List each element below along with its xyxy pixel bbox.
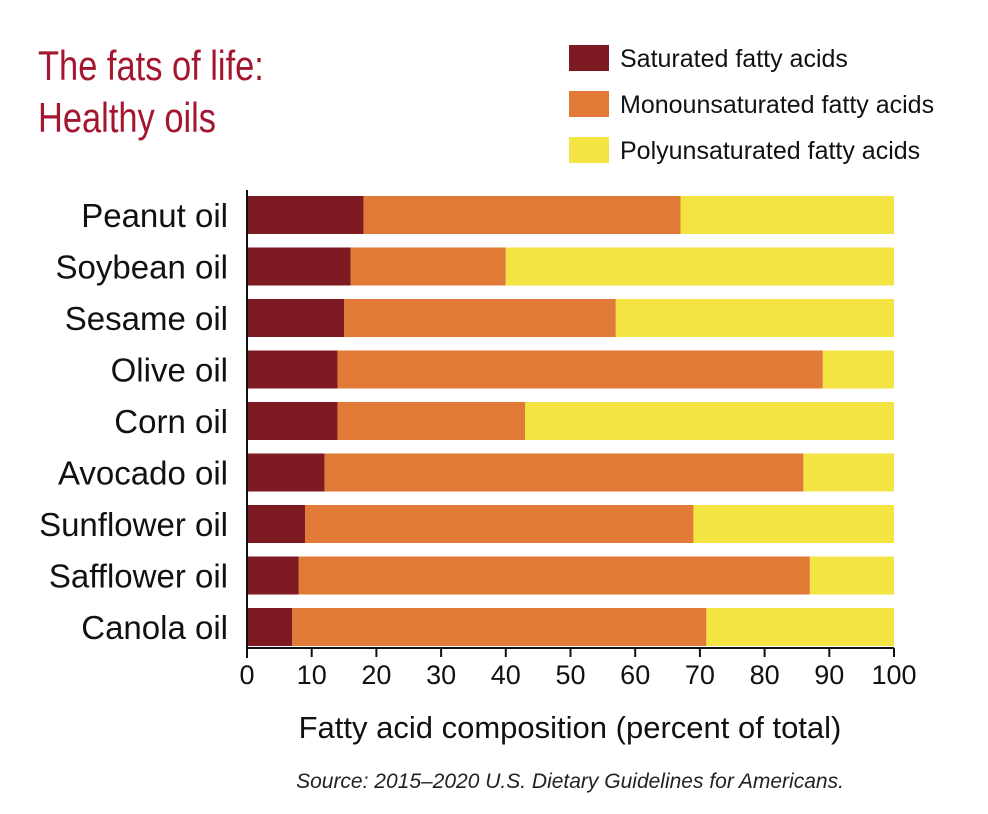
bar-canola-oil-polyunsaturated-fatty-acids xyxy=(706,608,894,646)
legend-label: Saturated fatty acids xyxy=(620,45,848,73)
category-label: Safflower oil xyxy=(49,558,228,595)
legend-label: Polyunsaturated fatty acids xyxy=(620,137,920,165)
x-tick-label: 50 xyxy=(555,660,585,690)
x-tick-label: 100 xyxy=(871,660,916,690)
bar-sunflower-oil-saturated-fatty-acids xyxy=(247,505,306,543)
category-label: Corn oil xyxy=(114,403,228,440)
x-axis: 0 10 20 30 40 50 60 70 80 90 100 xyxy=(239,190,917,690)
bar-sunflower-oil-polyunsaturated-fatty-acids xyxy=(693,505,894,543)
category-label: Soybean oil xyxy=(56,249,228,286)
category-labels: Peanut oil Soybean oil Sesame oil Olive oil… xyxy=(39,197,228,646)
source-note: Source: 2015–2020 U.S. Dietary Guideline… xyxy=(296,770,844,793)
bar-peanut-oil-monounsaturated-fatty-acids xyxy=(363,196,681,234)
bar-avocado-oil-saturated-fatty-acids xyxy=(247,453,325,492)
bar-peanut-oil-polyunsaturated-fatty-acids xyxy=(680,196,894,234)
chart-title: The fats of life: Healthy oils xyxy=(38,40,264,144)
legend-swatch-saturated-fatty-acids xyxy=(569,45,609,71)
bar-safflower-oil-monounsaturated-fatty-acids xyxy=(298,556,810,595)
x-tick-label: 80 xyxy=(750,660,780,690)
x-tick-label: 0 xyxy=(239,660,254,690)
bar-canola-oil-saturated-fatty-acids xyxy=(247,608,293,646)
bar-sesame-oil-polyunsaturated-fatty-acids xyxy=(615,299,894,337)
category-label: Canola oil xyxy=(81,609,228,646)
bar-corn-oil-polyunsaturated-fatty-acids xyxy=(525,402,894,440)
x-tick-label: 20 xyxy=(361,660,391,690)
category-label: Olive oil xyxy=(111,352,228,389)
bar-canola-oil-monounsaturated-fatty-acids xyxy=(292,608,707,646)
bar-safflower-oil-polyunsaturated-fatty-acids xyxy=(809,556,894,595)
x-tick-label: 10 xyxy=(297,660,327,690)
bar-olive-oil-saturated-fatty-acids xyxy=(247,350,338,389)
chart-title-line-1: The fats of life: xyxy=(38,42,264,89)
legend-swatch-polyunsaturated-fatty-acids xyxy=(569,137,609,163)
category-label: Sesame oil xyxy=(65,300,228,337)
bar-corn-oil-monounsaturated-fatty-acids xyxy=(337,402,526,440)
chart-title-line-2: Healthy oils xyxy=(38,94,217,141)
bar-soybean-oil-saturated-fatty-acids xyxy=(247,247,351,286)
bar-avocado-oil-monounsaturated-fatty-acids xyxy=(324,453,804,492)
bar-corn-oil-saturated-fatty-acids xyxy=(247,402,338,440)
bar-sesame-oil-monounsaturated-fatty-acids xyxy=(344,299,616,337)
x-tick-label: 30 xyxy=(426,660,456,690)
bar-sesame-oil-saturated-fatty-acids xyxy=(247,299,345,337)
legend-swatch-monounsaturated-fatty-acids xyxy=(569,91,609,117)
bar-safflower-oil-saturated-fatty-acids xyxy=(247,556,299,595)
plot-area xyxy=(247,196,894,646)
category-label: Peanut oil xyxy=(81,197,228,234)
bar-olive-oil-polyunsaturated-fatty-acids xyxy=(822,350,894,389)
bar-sunflower-oil-monounsaturated-fatty-acids xyxy=(305,505,694,543)
x-tick-label: 40 xyxy=(491,660,521,690)
x-axis-title: Fatty acid composition (percent of total… xyxy=(299,710,842,745)
bar-olive-oil-monounsaturated-fatty-acids xyxy=(337,350,823,389)
category-label: Avocado oil xyxy=(58,455,228,492)
legend: Saturated fatty acids Monounsaturated fat… xyxy=(569,45,934,165)
x-tick-label: 90 xyxy=(814,660,844,690)
x-tick-label: 60 xyxy=(620,660,650,690)
bar-avocado-oil-polyunsaturated-fatty-acids xyxy=(803,453,894,492)
x-tick-label: 70 xyxy=(685,660,715,690)
bar-peanut-oil-saturated-fatty-acids xyxy=(247,196,364,234)
bar-soybean-oil-polyunsaturated-fatty-acids xyxy=(505,247,894,286)
legend-label: Monounsaturated fatty acids xyxy=(620,91,934,119)
category-label: Sunflower oil xyxy=(39,506,228,543)
bar-soybean-oil-monounsaturated-fatty-acids xyxy=(350,247,506,286)
